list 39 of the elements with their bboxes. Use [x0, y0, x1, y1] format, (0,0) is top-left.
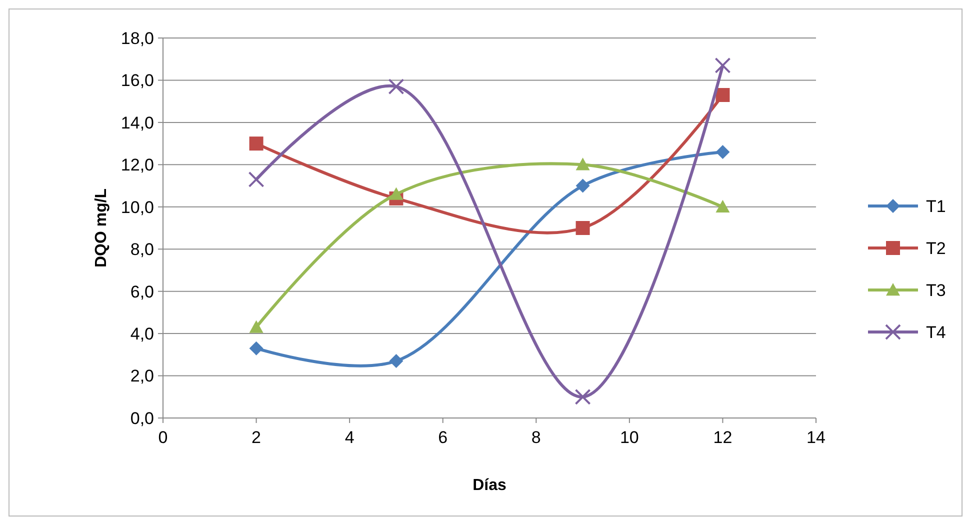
x-tick-label: 6 — [438, 428, 448, 447]
point — [716, 145, 730, 159]
point — [716, 200, 730, 212]
x-tick-label: 8 — [531, 428, 541, 447]
x-tick-label: 12 — [713, 428, 732, 447]
point — [249, 341, 264, 356]
y-tick-label: 12,0 — [120, 156, 154, 175]
x-tick-label: 2 — [252, 428, 262, 447]
y-tick-label: 18,0 — [120, 28, 154, 48]
y-tick-label: 6,0 — [130, 282, 154, 302]
legend-label: T1 — [926, 196, 946, 216]
point — [249, 320, 264, 333]
point — [714, 57, 731, 74]
y-tick-label: 14,0 — [120, 113, 154, 132]
point — [389, 354, 404, 368]
legend-label: T3 — [926, 280, 946, 300]
y-tick-label: 16,0 — [120, 71, 154, 90]
y-tick-label: 0,0 — [130, 408, 154, 428]
x-axis-title: Días — [472, 477, 506, 494]
x-tick-label: 4 — [344, 428, 354, 447]
y-tick-label: 10,0 — [120, 198, 154, 217]
legend-label: T2 — [926, 238, 946, 258]
point — [574, 388, 591, 405]
y-axis-title: DQO mg/L — [93, 188, 110, 268]
point — [389, 187, 404, 200]
point — [716, 88, 730, 102]
point — [249, 136, 264, 151]
y-tick-label: 2,0 — [130, 366, 154, 386]
point — [248, 171, 264, 188]
y-tick-label: 8,0 — [130, 240, 154, 260]
point — [576, 158, 590, 170]
x-tick-label: 10 — [620, 428, 639, 447]
legend-label: T4 — [926, 322, 946, 342]
point — [576, 178, 590, 193]
point — [388, 78, 404, 95]
x-tick-label: 0 — [158, 428, 168, 447]
point — [576, 221, 590, 235]
y-tick-label: 4,0 — [130, 324, 154, 344]
x-tick-label: 14 — [806, 428, 826, 447]
